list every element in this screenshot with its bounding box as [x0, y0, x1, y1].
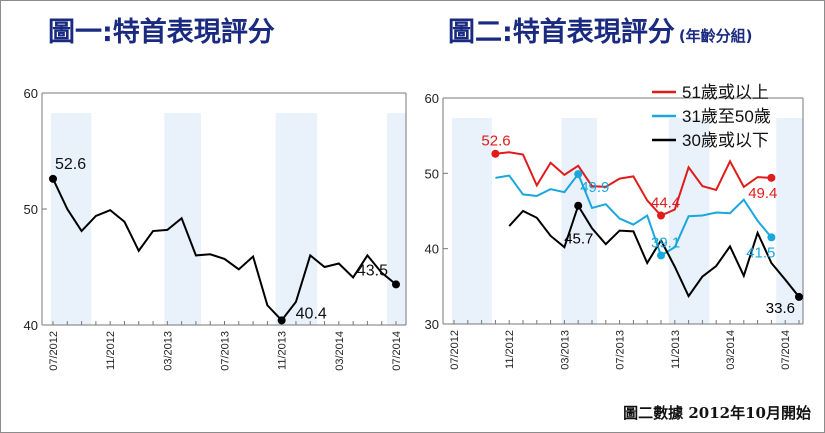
chart2-data-label: 52.6 — [481, 133, 510, 150]
chart2-x-tick-label: 07/2013 — [615, 330, 627, 370]
chart2-band-0 — [452, 118, 492, 324]
chart1-title: 圖一:特首表現評分 — [48, 17, 275, 48]
chart1-band-0 — [51, 113, 92, 325]
chart2-y-tick-label: 30 — [425, 317, 439, 332]
chart1-x-tick-label: 07/2012 — [48, 331, 60, 371]
chart2-data-point — [491, 149, 500, 158]
chart1-data-point — [392, 280, 400, 289]
chart2-data-label: 39.1 — [651, 234, 680, 251]
chart2-y-tick-label: 40 — [425, 242, 439, 257]
chart1: 40 50 60 07/2012 11/2012 03/2013 07/2013 11/201… — [24, 86, 407, 371]
chart1-x-tick-label: 11/2013 — [277, 331, 289, 370]
chart1-x-tick-label: 11/2012 — [105, 331, 117, 370]
chart2-x-tick-label: 11/2012 — [504, 330, 516, 369]
chart2-data-point — [795, 292, 803, 301]
chart1-data-label: 52.6 — [55, 156, 86, 173]
chart2-data-point — [574, 201, 583, 210]
chart2-data-label: 49.4 — [748, 185, 777, 202]
chart2-band-3 — [776, 118, 803, 324]
chart1-band-3 — [387, 113, 406, 325]
chart1-y-tick-label: 50 — [24, 202, 38, 217]
chart2-legend: 51歲或以上 31歲至50歲 30歲或以下 — [652, 83, 771, 150]
chart1-band-2 — [275, 113, 318, 325]
chart2-band-1 — [561, 118, 597, 324]
legend-label-0: 51歲或以上 — [682, 83, 769, 102]
chart2-series-line-2 — [508, 203, 800, 299]
chart2-x-tick-label: 07/2014 — [780, 330, 792, 370]
chart1-y-tick-label: 60 — [24, 86, 38, 101]
chart1-data-label: 43.5 — [357, 262, 388, 279]
chart2-title-main: 圖二:特首表現評分 — [448, 17, 675, 48]
chart2-data-point — [657, 251, 665, 260]
chart2-data-label: 41.5 — [746, 244, 775, 261]
chart1-data-label: 40.4 — [296, 305, 327, 322]
chart2-title-sub: (年齡分組) — [678, 27, 753, 45]
chart2-data-point — [767, 233, 776, 242]
chart2-x-tick-label: 07/2012 — [449, 330, 461, 370]
chart1-x-tick-label: 07/2014 — [391, 331, 403, 371]
chart2-series-line-0 — [495, 151, 772, 217]
chart2-x-tick-label: 03/2013 — [559, 330, 571, 370]
legend-label-1: 31歲至50歲 — [682, 107, 771, 126]
chart2-x-tick-label: 11/2013 — [670, 330, 682, 369]
chart2-data-label: 44.4 — [651, 195, 680, 212]
chart2-title: 圖二:特首表現評分 (年齡分組) — [448, 10, 753, 49]
chart2-data-label: 33.6 — [766, 300, 795, 317]
chart1-x-tick-label: 03/2014 — [334, 331, 346, 371]
footnote: 圖二數據 2012年10月開始 — [623, 404, 811, 422]
chart2-data-label: 45.7 — [564, 231, 593, 248]
chart2-band-2 — [668, 118, 710, 324]
chart2-data-point — [574, 170, 583, 179]
chart1-y-tick-label: 40 — [24, 318, 38, 333]
chart2-y-tick-label: 60 — [425, 91, 439, 106]
legend-label-2: 30歲或以下 — [682, 131, 769, 150]
chart1-x-tick-label: 07/2013 — [220, 331, 232, 371]
chart2-series-line-1 — [495, 172, 773, 257]
chart1-data-point — [277, 316, 286, 325]
chart2: 30 40 50 60 07/2012 11/2012 03/2013 07/2013 11/2… — [425, 91, 804, 370]
chart2-x-tick-label: 03/2014 — [725, 330, 737, 370]
chart2-y-tick-label: 50 — [425, 166, 439, 181]
chart2-data-point — [767, 173, 776, 182]
chart1-data-point — [49, 174, 57, 183]
chart2-data-point — [657, 211, 665, 220]
chart2-data-label: 49.9 — [580, 179, 609, 196]
chart1-x-tick-label: 03/2013 — [162, 331, 174, 371]
chart1-series-line — [52, 178, 397, 322]
